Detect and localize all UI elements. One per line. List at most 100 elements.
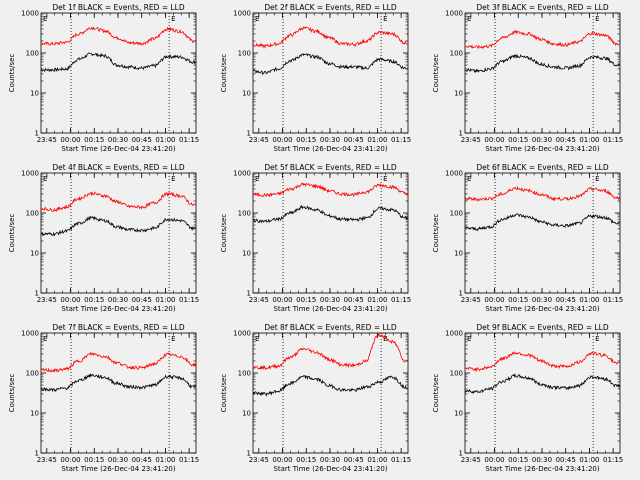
series-line-lld xyxy=(464,29,620,50)
x-tick-label: 01:15 xyxy=(603,136,623,144)
series-line-lld xyxy=(252,25,408,49)
y-tick-label: 1000 xyxy=(21,170,39,178)
series-line-lld xyxy=(252,332,408,371)
panel-title: Det 5f BLACK = Events, RED = LLD xyxy=(264,163,397,172)
x-tick-label: 00:45 xyxy=(132,456,152,464)
y-tick-label: 1 xyxy=(247,450,251,458)
x-tick-label: 00:15 xyxy=(508,296,528,304)
panel-1: Det 1f BLACK = Events, RED = LLD 1 10 100 10… xyxy=(8,3,199,153)
marker-label: E xyxy=(383,15,387,23)
x-tick-label: 00:00 xyxy=(272,456,292,464)
x-tick-label: 00:45 xyxy=(344,456,364,464)
x-tick-label: 23:45 xyxy=(37,136,57,144)
panel-9: Det 9f BLACK = Events, RED = LLD 1 10 100 10… xyxy=(432,323,623,473)
x-axis-label: Start Time (26-Dec-04 23:41:20) xyxy=(485,465,599,473)
x-tick-label: 01:15 xyxy=(179,456,199,464)
y-tick-label: 100 xyxy=(26,210,39,218)
panel-2: Det 2f BLACK = Events, RED = LLD 1 10 100 10… xyxy=(220,3,411,153)
plot-frame xyxy=(464,332,621,454)
plot-frame xyxy=(252,332,409,454)
x-tick-label: 00:00 xyxy=(60,136,80,144)
x-axis-label: Start Time (26-Dec-04 23:41:20) xyxy=(273,465,387,473)
y-tick-label: 1000 xyxy=(445,330,463,338)
marker-label: E xyxy=(171,335,175,343)
x-axis-label: Start Time (26-Dec-04 23:41:20) xyxy=(273,145,387,153)
y-axis-label: Counts/sec xyxy=(432,214,440,253)
x-tick-label: 00:30 xyxy=(320,296,340,304)
x-axis-label: Start Time (26-Dec-04 23:41:20) xyxy=(61,145,175,153)
x-tick-label: 00:00 xyxy=(484,456,504,464)
x-tick-label: 01:00 xyxy=(579,456,599,464)
x-tick-label: 01:00 xyxy=(155,456,175,464)
y-tick-label: 1 xyxy=(459,290,463,298)
marker-label: E xyxy=(595,15,599,23)
panel-5: Det 5f BLACK = Events, RED = LLD 1 10 100 10… xyxy=(220,163,411,313)
y-tick-label: 10 xyxy=(30,90,39,98)
marker-label: E xyxy=(43,15,47,23)
y-axis-label: Counts/sec xyxy=(220,54,228,93)
series-line-events xyxy=(253,375,408,397)
y-tick-label: 100 xyxy=(238,370,251,378)
x-tick-label: 01:15 xyxy=(391,296,411,304)
marker-label: E xyxy=(467,175,471,183)
y-tick-label: 1000 xyxy=(233,170,251,178)
x-tick-label: 00:15 xyxy=(84,136,104,144)
y-tick-label: 1 xyxy=(459,450,463,458)
x-tick-label: 00:30 xyxy=(320,456,340,464)
marker-label: E xyxy=(467,15,471,23)
panel-title: Det 2f BLACK = Events, RED = LLD xyxy=(264,3,397,12)
x-tick-label: 00:15 xyxy=(84,456,104,464)
y-tick-label: 1 xyxy=(35,450,39,458)
x-tick-label: 00:30 xyxy=(532,296,552,304)
x-tick-label: 00:15 xyxy=(508,136,528,144)
y-tick-label: 1000 xyxy=(445,10,463,18)
x-tick-label: 23:45 xyxy=(249,456,269,464)
x-tick-label: 23:45 xyxy=(461,296,481,304)
marker-label: E xyxy=(43,335,47,343)
y-tick-label: 10 xyxy=(242,90,251,98)
x-tick-label: 23:45 xyxy=(461,136,481,144)
panel-6: Det 6f BLACK = Events, RED = LLD 1 10 100 10… xyxy=(432,163,623,313)
x-tick-label: 01:00 xyxy=(155,136,175,144)
y-tick-label: 1000 xyxy=(233,10,251,18)
x-axis-label: Start Time (26-Dec-04 23:41:20) xyxy=(485,145,599,153)
x-tick-label: 00:45 xyxy=(132,136,152,144)
y-tick-label: 10 xyxy=(30,410,39,418)
y-tick-label: 10 xyxy=(242,410,251,418)
panel-title: Det 6f BLACK = Events, RED = LLD xyxy=(476,163,609,172)
x-tick-label: 00:30 xyxy=(320,136,340,144)
series-line-lld xyxy=(40,26,196,46)
plot-frame xyxy=(40,172,197,294)
series-line-events xyxy=(40,215,196,237)
y-tick-label: 1 xyxy=(459,130,463,138)
series-line-events xyxy=(464,213,620,232)
y-tick-label: 10 xyxy=(454,410,463,418)
y-axis-label: Counts/sec xyxy=(220,374,228,413)
marker-label: E xyxy=(171,15,175,23)
y-tick-label: 1000 xyxy=(21,10,39,18)
x-tick-label: 01:15 xyxy=(603,296,623,304)
y-tick-label: 1000 xyxy=(233,330,251,338)
x-tick-label: 00:45 xyxy=(344,136,364,144)
y-tick-label: 10 xyxy=(30,250,39,258)
panel-4: Det 4f BLACK = Events, RED = LLD 1 10 100 10… xyxy=(8,163,199,313)
x-tick-label: 23:45 xyxy=(37,296,57,304)
x-tick-label: 01:00 xyxy=(367,136,387,144)
y-axis-label: Counts/sec xyxy=(8,374,16,413)
x-tick-label: 01:15 xyxy=(391,136,411,144)
panel-3: Det 3f BLACK = Events, RED = LLD 1 10 100 10… xyxy=(432,3,623,153)
panel-title: Det 4f BLACK = Events, RED = LLD xyxy=(52,163,185,172)
panel-title: Det 3f BLACK = Events, RED = LLD xyxy=(476,3,609,12)
x-tick-label: 00:15 xyxy=(296,456,316,464)
y-tick-label: 1 xyxy=(247,130,251,138)
x-tick-label: 01:00 xyxy=(579,136,599,144)
series-line-events xyxy=(40,52,196,73)
y-tick-label: 10 xyxy=(454,90,463,98)
series-line-lld xyxy=(40,191,196,213)
x-tick-label: 00:45 xyxy=(556,136,576,144)
x-tick-label: 00:30 xyxy=(108,136,128,144)
plot-frame xyxy=(464,12,621,134)
x-tick-label: 00:15 xyxy=(508,456,528,464)
x-tick-label: 01:15 xyxy=(179,296,199,304)
y-tick-label: 10 xyxy=(242,250,251,258)
